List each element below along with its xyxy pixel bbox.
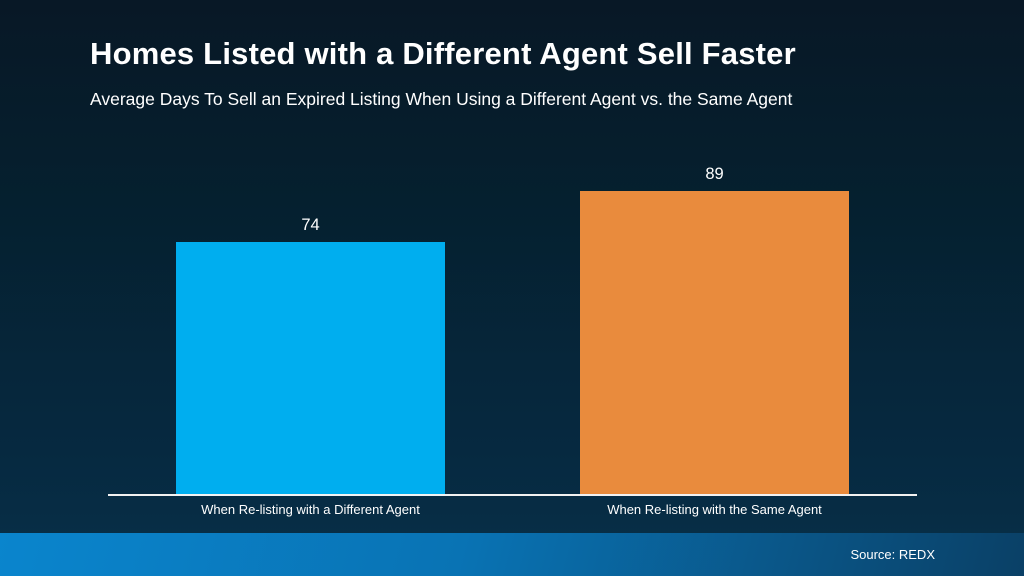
bar-value-label-1: 89	[705, 165, 724, 183]
chart-subtitle: Average Days To Sell an Expired Listing …	[90, 89, 793, 109]
source-credit: Source: REDX	[850, 547, 935, 562]
category-label-1: When Re-listing with the Same Agent	[607, 502, 822, 517]
category-label-0: When Re-listing with a Different Agent	[201, 502, 420, 517]
page-title: Homes Listed with a Different Agent Sell…	[90, 36, 796, 71]
x-axis-line	[108, 494, 917, 496]
bar-group-0: 74	[176, 0, 445, 494]
bar-0	[176, 242, 445, 494]
bar-group-1: 89	[580, 0, 849, 494]
bar-value-label-0: 74	[301, 216, 320, 234]
footer-bar: Source: REDX	[0, 533, 1024, 576]
bar-1	[580, 191, 849, 494]
